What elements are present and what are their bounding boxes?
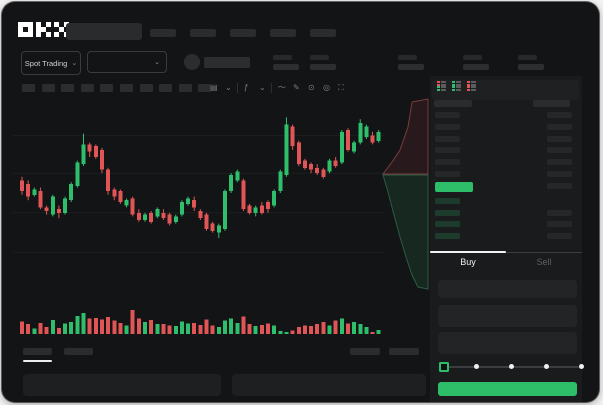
- line-tool-icon[interactable]: 〜: [278, 83, 286, 92]
- ask-row-amount-placeholder: [547, 112, 572, 118]
- bid-row-price-placeholder[interactable]: [435, 232, 460, 239]
- fullscreen-icon[interactable]: ⛶: [338, 83, 344, 92]
- tab-sell[interactable]: Sell: [536, 257, 552, 267]
- logo-letter-O: [18, 22, 33, 37]
- chart-type-icon[interactable]: ▤: [210, 83, 218, 92]
- bottom-tab-placeholder[interactable]: [64, 348, 93, 355]
- stat-label-placeholder: [273, 55, 292, 60]
- bid-row-price-placeholder[interactable]: [435, 209, 460, 216]
- bottom-panel-left[interactable]: [23, 374, 221, 396]
- stat-label-placeholder: [398, 55, 417, 60]
- stat-value-placeholder: [273, 64, 299, 70]
- ask-row-price-placeholder[interactable]: [435, 171, 460, 177]
- chevron-down-icon: ⌄: [154, 58, 160, 66]
- nav-item-placeholder[interactable]: [230, 29, 256, 37]
- market-type-dropdown[interactable]: Spot Trading ⌄: [21, 51, 81, 75]
- book-bids-icon[interactable]: [451, 80, 462, 92]
- stat-label-placeholder: [518, 55, 537, 60]
- nav-item-placeholder[interactable]: [150, 29, 176, 37]
- nav-item-placeholder[interactable]: [190, 29, 216, 37]
- bid-row-amount-placeholder: [547, 209, 572, 216]
- stat-value-placeholder: [398, 64, 424, 70]
- order-amount-input[interactable]: [438, 305, 577, 327]
- interval-button-placeholder[interactable]: [41, 84, 55, 92]
- nav-item-placeholder[interactable]: [310, 29, 336, 37]
- stat-label-placeholder: [310, 55, 329, 60]
- logo-letter-K: [36, 22, 51, 37]
- slider-stop-dot[interactable]: [579, 364, 584, 369]
- bid-row-amount-placeholder: [547, 221, 572, 228]
- interval-button-placeholder[interactable]: [120, 84, 133, 92]
- candlestick-chart[interactable]: [12, 102, 384, 298]
- last-price-highlight[interactable]: [435, 182, 473, 192]
- ask-row-price-placeholder[interactable]: [435, 135, 460, 142]
- orderbook-col-header-price: [434, 100, 472, 107]
- coin-avatar: [184, 54, 200, 70]
- slider-stop-dot[interactable]: [474, 364, 479, 369]
- stat-value-placeholder: [518, 64, 544, 70]
- ask-row-price-placeholder[interactable]: [435, 112, 460, 118]
- bottom-active-tab-underline: [23, 360, 52, 362]
- slider-stop-dot[interactable]: [509, 364, 514, 369]
- chevron-down-icon: ⌄: [71, 59, 78, 67]
- ask-row-price-placeholder[interactable]: [435, 147, 460, 154]
- bid-row-amount-placeholder: [547, 232, 572, 239]
- search-input[interactable]: [66, 23, 142, 40]
- bid-row-price-placeholder[interactable]: [435, 198, 460, 204]
- submit-buy-button[interactable]: [438, 382, 577, 396]
- ask-row-amount-placeholder: [547, 123, 572, 130]
- book-combined-icon[interactable]: [436, 80, 447, 92]
- order-book-panel: Buy Sell: [430, 76, 584, 402]
- interval-button-placeholder[interactable]: [139, 84, 153, 92]
- ask-row-amount-placeholder: [547, 159, 572, 166]
- stat-value-placeholder: [463, 64, 489, 70]
- bottom-action-placeholder[interactable]: [389, 348, 419, 355]
- interval-button-placeholder[interactable]: [198, 84, 212, 92]
- chevron-down-icon[interactable]: ⌄: [225, 83, 232, 92]
- interval-button-placeholder[interactable]: [22, 84, 35, 92]
- ask-row-amount-placeholder: [547, 147, 572, 154]
- app-window: Spot Trading ⌄ ⌄ Buy Sell ▤ ⌄ ƒ ⌄: [2, 2, 599, 402]
- draw-tool-icon[interactable]: ✎: [293, 83, 300, 92]
- interval-button-placeholder[interactable]: [159, 84, 173, 92]
- stat-value-placeholder: [310, 64, 336, 70]
- pair-dropdown[interactable]: ⌄: [87, 51, 167, 73]
- order-price-input[interactable]: [438, 280, 577, 298]
- ask-row-amount-placeholder: [547, 182, 572, 189]
- stat-label-placeholder: [463, 55, 482, 60]
- volume-chart: [20, 310, 381, 334]
- interval-button-placeholder[interactable]: [61, 84, 75, 92]
- book-asks-icon[interactable]: [466, 80, 477, 92]
- tab-buy[interactable]: Buy: [460, 257, 476, 267]
- slider-stop-dot[interactable]: [544, 364, 549, 369]
- bottom-action-placeholder[interactable]: [350, 348, 380, 355]
- nav-item-placeholder[interactable]: [270, 29, 296, 37]
- ask-row-amount-placeholder: [547, 171, 572, 177]
- chevron-down-icon[interactable]: ⌄: [259, 83, 266, 92]
- ask-row-price-placeholder[interactable]: [435, 159, 460, 166]
- okx-logo[interactable]: [18, 22, 69, 37]
- slider-handle[interactable]: [439, 362, 449, 372]
- pair-name-placeholder: [204, 57, 250, 68]
- indicators-icon[interactable]: ƒ: [244, 83, 249, 92]
- active-tab-indicator: [430, 251, 506, 253]
- toolbar-divider: [237, 83, 238, 93]
- market-type-label: Spot Trading: [24, 58, 68, 68]
- ask-row-price-placeholder[interactable]: [435, 123, 460, 130]
- bottom-panel-right[interactable]: [232, 374, 426, 396]
- tab-divider: [430, 252, 582, 253]
- toolbar-divider: [271, 83, 272, 93]
- ask-row-amount-placeholder: [547, 135, 572, 142]
- bottom-tab-placeholder[interactable]: [23, 348, 52, 355]
- bid-row-price-placeholder[interactable]: [435, 221, 460, 228]
- camera-icon[interactable]: ⊙: [308, 83, 315, 92]
- order-total-input[interactable]: [438, 332, 577, 354]
- interval-button-placeholder[interactable]: [80, 84, 94, 92]
- interval-button-placeholder[interactable]: [178, 84, 192, 92]
- interval-button-placeholder[interactable]: [100, 84, 114, 92]
- depth-profile-chart: [382, 98, 429, 290]
- orderbook-col-header-amount: [533, 100, 570, 107]
- settings-icon[interactable]: ◎: [323, 83, 330, 92]
